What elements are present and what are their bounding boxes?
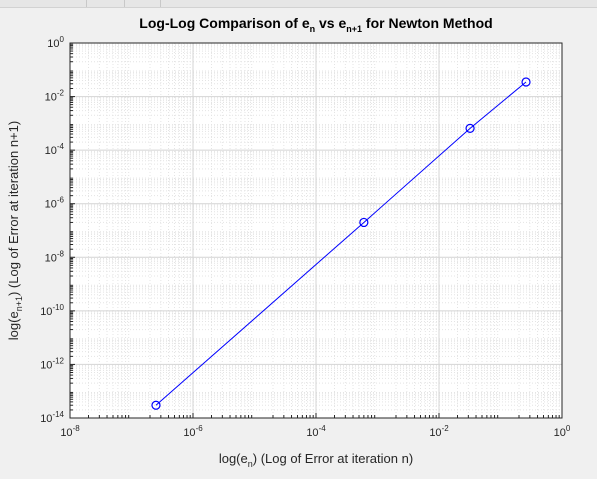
toolbar-divider — [86, 0, 87, 7]
y-tick-label: 10-12 — [40, 356, 64, 371]
series-layer — [151, 77, 531, 410]
x-tick-label: 10-8 — [60, 424, 80, 439]
y-tick-label: 10-14 — [40, 410, 64, 425]
y-axis-label: log(en+1) (Log of Error at iteration n+1… — [6, 121, 24, 340]
series-line — [155, 81, 527, 406]
x-axis-label: log(en) (Log of Error at iteration n) — [219, 451, 413, 469]
toolbar-divider — [124, 0, 125, 7]
tick-labels: 10-8 10-6 10-4 10-2 100 10-14 10-12 10-10 10-8 10… — [40, 35, 571, 439]
figure-window: 10-8 10-6 10-4 10-2 100 10-14 10-12 10-10 10-8 10… — [0, 8, 597, 479]
chart-title: Log-Log Comparison of en vs en+1 for New… — [139, 15, 492, 34]
window-top-strip — [0, 0, 597, 8]
y-tick-label: 100 — [47, 35, 64, 50]
data-point — [151, 400, 161, 410]
x-tick-label: 10-4 — [306, 424, 326, 439]
toolbar-divider — [160, 0, 161, 7]
data-point — [521, 77, 531, 87]
y-tick-label: 10-2 — [45, 89, 65, 104]
major-gridlines — [70, 43, 562, 418]
tick-marks — [69, 42, 563, 419]
data-point — [465, 123, 475, 133]
x-tick-label: 100 — [554, 424, 571, 439]
loglog-chart: 10-8 10-6 10-4 10-2 100 10-14 10-12 10-10 10-8 10… — [6, 15, 571, 469]
data-point — [359, 217, 369, 228]
x-tick-label: 10-2 — [429, 424, 449, 439]
y-tick-label: 10-8 — [45, 249, 65, 264]
y-tick-label: 10-6 — [45, 196, 65, 211]
x-tick-label: 10-6 — [183, 424, 203, 439]
y-tick-label: 10-4 — [45, 142, 65, 157]
y-tick-label: 10-10 — [40, 303, 64, 318]
